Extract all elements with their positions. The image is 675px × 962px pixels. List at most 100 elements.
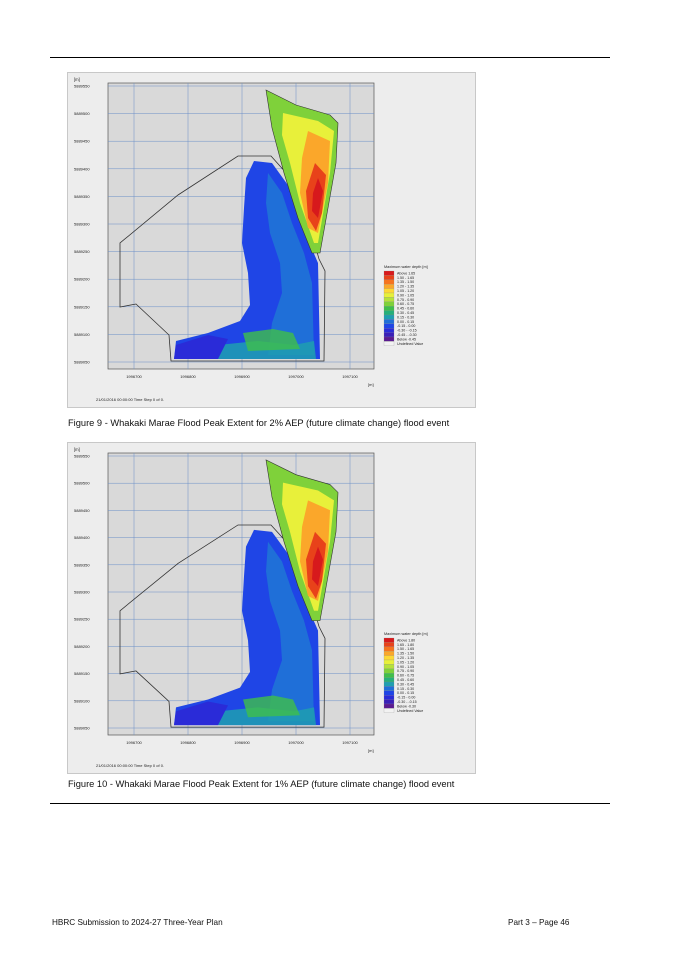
legend-swatch [383, 275, 395, 280]
y-tick-label: 5889350 [74, 194, 90, 199]
legend-label: 1.50 - 1.65 [397, 647, 414, 651]
legend-swatch [383, 336, 395, 342]
x-tick-label: 1996900 [234, 374, 250, 379]
legend-swatch [383, 292, 395, 298]
y-tick-label: 5889100 [74, 698, 90, 703]
legend-label: Undefined Value [397, 342, 423, 346]
y-tick-label: 5889050 [74, 360, 90, 365]
legend-label: 1.20 - 1.35 [397, 285, 414, 289]
legend-label: -0.30 - -0.15 [397, 700, 417, 704]
timestamp-label: 21/01/2016 00:00:00 Time Step 0 of 0. [96, 763, 164, 768]
y-tick-label: 5889500 [74, 481, 90, 486]
catchment-outline [119, 155, 326, 362]
legend-label: 0.60 - 0.75 [397, 674, 414, 678]
y-tick-label: 5889100 [74, 332, 90, 337]
legend-swatch [383, 659, 395, 665]
y-unit-label: [m] [74, 447, 80, 452]
legend-swatch [383, 673, 395, 678]
y-tick-label: 5889550 [74, 84, 90, 89]
y-tick-label: 5889200 [74, 277, 90, 282]
legend-label: 0.15 - 0.30 [397, 315, 414, 319]
y-tick-label: 5889300 [74, 222, 90, 227]
legend-swatch [383, 328, 395, 333]
figure-10-map: [m] 5889550 5889500 5889450 5889400 5889350 58… [67, 442, 476, 774]
flood-area-mid-blue [266, 541, 314, 722]
flood-area-green-patch [243, 695, 300, 718]
legend-swatch [383, 708, 395, 713]
x-tick-label: 1996900 [234, 740, 250, 745]
legend-swatch [383, 699, 395, 705]
legend-swatch [383, 310, 395, 316]
legend-swatch [383, 270, 395, 276]
flood-map-1pct: [m] 5889550 5889500 5889450 5889400 5889350 58… [68, 443, 475, 773]
flood-area-dark-patch [174, 335, 228, 359]
footer-left: HBRC Submission to 2024-27 Three-Year Pl… [52, 918, 223, 927]
x-tick-label: 1997000 [288, 740, 304, 745]
x-tick-label: 1997000 [288, 374, 304, 379]
x-unit-label: [m] [368, 382, 374, 387]
legend-swatch [383, 646, 395, 652]
legend-label: 0.15 - 0.30 [397, 687, 414, 691]
legend-label: -0.30 - -0.15 [397, 329, 417, 333]
legend-swatch [383, 655, 395, 661]
legend-swatch [383, 288, 395, 294]
y-tick-label: 5889050 [74, 726, 90, 731]
x-unit-label: [m] [368, 748, 374, 753]
legend-title: Maximum water depth [m] [384, 265, 428, 269]
flood-layers [119, 459, 339, 728]
lagoon-deep-red [312, 546, 323, 587]
legend-label: Above 1.80 [397, 638, 415, 642]
x-tick-label: 1996800 [180, 374, 196, 379]
legend-swatch [383, 651, 395, 656]
y-tick-label: 5889450 [74, 139, 90, 144]
figure-10-caption: Figure 10 - Whakaki Marae Flood Peak Ext… [68, 779, 455, 789]
legend-label: 0.75 - 0.90 [397, 669, 414, 673]
lagoon-outline [265, 459, 339, 621]
bottom-rule [50, 803, 610, 804]
y-tick-label: 5889400 [74, 166, 90, 171]
flood-map-2pct: [m] 5889550 5889500 5889450 5889400 5889350 58… [68, 73, 475, 407]
y-tick-label: 5889250 [74, 249, 90, 254]
footer-right: Part 3 – Page 46 [508, 918, 570, 927]
legend-label: 1.05 - 1.20 [397, 289, 414, 293]
legend-label: Below -0.30 [397, 704, 416, 708]
legend-label: 1.50 - 1.65 [397, 276, 414, 280]
legend-title: Maximum water depth [m] [384, 632, 428, 636]
flood-area-mid-blue [266, 173, 314, 355]
legend-label: 1.65 - 1.80 [397, 643, 414, 647]
legend-label: 0.30 - 0.45 [397, 682, 414, 686]
legend-swatch [383, 642, 395, 647]
legend-swatch [383, 695, 395, 700]
legend-swatch [383, 284, 395, 289]
y-tick-label: 5889150 [74, 671, 90, 676]
top-rule [50, 57, 610, 58]
y-tick-label: 5889350 [74, 562, 90, 567]
legend-swatch [383, 681, 395, 687]
legend-label: 1.35 - 1.50 [397, 280, 414, 284]
legend-label: 0.90 - 1.05 [397, 665, 414, 669]
legend: Maximum water depth [m] Above 1.801.65 - … [383, 632, 428, 713]
legend-swatch [383, 690, 395, 696]
catchment-outline [119, 524, 326, 728]
legend-swatch [383, 341, 395, 346]
legend-label: 0.45 - 0.60 [397, 307, 414, 311]
y-tick-label: 5889250 [74, 617, 90, 622]
figure-9-map: [m] 5889550 5889500 5889450 5889400 5889350 58… [67, 72, 476, 408]
legend-swatch [383, 637, 395, 643]
legend-swatch [383, 279, 395, 285]
legend-swatch [383, 677, 395, 683]
legend-swatch [383, 306, 395, 311]
legend-label: -0.45 - -0.30 [397, 333, 417, 337]
legend-label: 0.45 - 0.60 [397, 678, 414, 682]
y-tick-label: 5889550 [74, 454, 90, 459]
legend-swatch [383, 301, 395, 307]
legend-swatch [383, 668, 395, 674]
legend-label: Undefined Value [397, 709, 423, 713]
legend-swatch [383, 314, 395, 320]
y-tick-label: 5889200 [74, 644, 90, 649]
lagoon-outline [265, 89, 339, 254]
legend-label: 0.00 - 0.15 [397, 691, 414, 695]
legend-label: 1.05 - 1.20 [397, 660, 414, 664]
legend-label: Above 1.65 [397, 271, 415, 275]
legend-label: 0.30 - 0.45 [397, 311, 414, 315]
